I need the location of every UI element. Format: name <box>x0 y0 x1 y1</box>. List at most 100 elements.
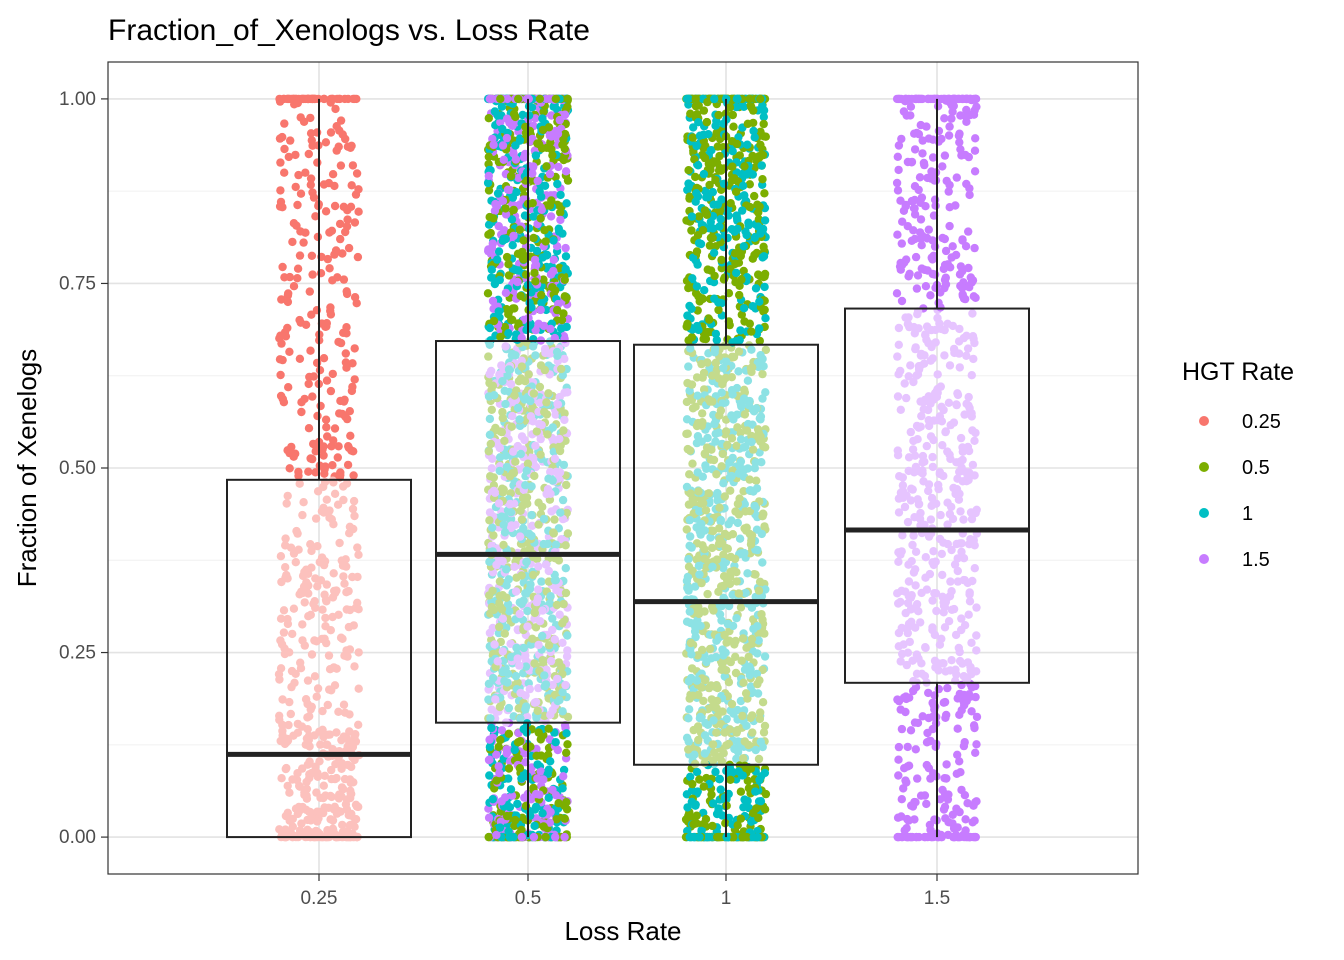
data-point <box>962 351 971 360</box>
data-point <box>547 507 556 516</box>
data-point <box>748 728 757 737</box>
data-point <box>719 557 728 567</box>
data-point <box>960 738 969 747</box>
data-point <box>516 374 526 383</box>
data-point <box>513 403 523 413</box>
data-point <box>509 447 518 456</box>
data-point <box>560 144 569 153</box>
data-point <box>754 215 763 224</box>
data-point <box>353 543 362 552</box>
data-point <box>353 252 363 262</box>
data-point <box>304 149 313 159</box>
data-point <box>733 821 742 830</box>
data-point <box>536 305 545 315</box>
data-point <box>745 319 754 328</box>
data-point <box>305 372 314 382</box>
data-point <box>919 405 928 414</box>
data-point <box>279 628 289 637</box>
data-point <box>545 201 555 210</box>
data-point <box>964 610 973 619</box>
data-point <box>933 370 942 379</box>
data-point <box>350 218 360 227</box>
data-point <box>559 599 568 609</box>
data-point <box>527 531 536 541</box>
data-point <box>712 696 722 706</box>
data-point <box>301 168 310 177</box>
data-point <box>692 247 702 256</box>
data-point <box>484 114 493 123</box>
data-point <box>336 633 346 642</box>
data-point <box>683 583 692 593</box>
data-point <box>540 226 549 235</box>
data-point <box>307 768 316 778</box>
data-point <box>745 671 754 680</box>
data-point <box>486 439 495 449</box>
data-point <box>276 636 285 645</box>
data-point <box>921 282 931 291</box>
data-point <box>906 427 915 437</box>
data-point <box>937 549 946 559</box>
data-point <box>538 631 547 641</box>
data-point <box>523 622 532 631</box>
data-point <box>689 725 698 735</box>
data-point <box>694 602 703 612</box>
data-point <box>521 705 530 714</box>
data-point <box>755 577 765 586</box>
data-point <box>494 742 503 752</box>
data-point <box>486 472 495 481</box>
data-point <box>713 142 722 151</box>
data-point <box>684 555 693 564</box>
data-point <box>970 436 979 445</box>
data-point <box>344 622 354 632</box>
data-point <box>535 94 545 104</box>
data-point <box>281 573 290 582</box>
data-point <box>502 133 512 143</box>
data-point <box>331 760 340 769</box>
data-point <box>903 517 913 527</box>
data-point <box>282 499 291 508</box>
data-point <box>759 106 769 115</box>
data-point <box>708 740 718 749</box>
data-point <box>722 357 731 366</box>
data-point <box>306 129 316 138</box>
data-point <box>734 367 743 376</box>
data-point <box>753 689 763 698</box>
data-point <box>512 643 521 653</box>
data-point <box>728 390 737 399</box>
data-point <box>278 262 287 272</box>
data-point <box>903 598 913 608</box>
data-point <box>549 236 558 245</box>
data-point <box>538 809 547 818</box>
data-point <box>557 535 566 544</box>
data-point <box>521 662 531 671</box>
data-point <box>306 705 315 714</box>
data-point <box>894 742 904 752</box>
data-point <box>345 727 354 736</box>
data-point <box>327 686 336 695</box>
data-point <box>966 535 975 544</box>
data-point <box>719 572 729 581</box>
data-point <box>552 600 562 610</box>
data-point <box>557 364 566 374</box>
data-point <box>708 821 717 831</box>
data-point <box>503 94 512 104</box>
data-point <box>727 699 737 709</box>
data-point <box>725 320 734 330</box>
data-point <box>761 314 770 323</box>
data-point <box>484 352 493 361</box>
data-point <box>706 266 716 275</box>
data-point <box>508 411 517 421</box>
data-point <box>684 562 694 571</box>
data-point <box>561 252 571 261</box>
data-point <box>529 832 539 842</box>
data-point <box>535 617 545 626</box>
data-point <box>551 94 560 104</box>
data-point <box>544 793 553 802</box>
data-point <box>498 407 507 417</box>
data-point <box>725 103 735 112</box>
data-point <box>744 220 753 230</box>
data-point <box>555 392 564 402</box>
data-point <box>534 319 543 328</box>
data-point <box>708 562 717 571</box>
data-point <box>349 94 358 104</box>
